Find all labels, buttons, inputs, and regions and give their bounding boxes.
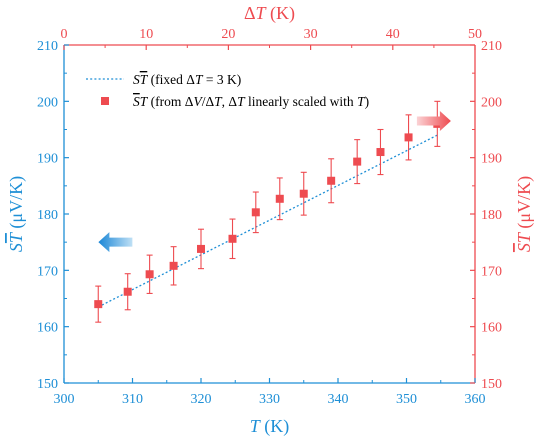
x-bottom-tick-label: 360: [465, 392, 486, 407]
x-bottom-tick-label: 300: [54, 392, 75, 407]
axis-labels: T (K) ΔT (K) ST (μV/K) ST (μV/K): [6, 3, 535, 437]
y-left-tick-label: 190: [37, 152, 58, 167]
y-right-tick-label: 210: [481, 39, 502, 54]
legend: ST (fixed ΔT = 3 K) ST (from ΔV/ΔT, ΔT li…: [86, 72, 369, 109]
data-point: [123, 287, 132, 296]
data-point: [169, 261, 178, 270]
data-point: [228, 234, 237, 243]
x-top-tick-label: 10: [139, 27, 153, 42]
y-right-tick-label: 150: [481, 377, 502, 392]
y-right-tick-label: 190: [481, 152, 502, 167]
x-top-tick-label: 40: [386, 27, 400, 42]
data-point: [145, 270, 154, 279]
x-top-tick-label: 50: [468, 27, 482, 42]
data-point: [251, 208, 260, 217]
y-right-tick-label: 170: [481, 264, 502, 279]
data-point: [94, 300, 103, 309]
y-right-tick-label: 200: [481, 95, 502, 110]
red-arrow-right-icon: [416, 111, 451, 132]
arrow-shape: [416, 111, 451, 132]
y-left-tick-label: 150: [37, 377, 58, 392]
data-point: [197, 244, 205, 253]
x-bottom-tick-label: 340: [328, 392, 349, 407]
x-top-tick-label: 20: [221, 27, 235, 42]
plot-area: [94, 100, 451, 323]
y-right-axis-label: ST (μV/K): [514, 176, 535, 252]
y-left-tick-label: 180: [37, 208, 58, 223]
legend-marker-label: ST (from ΔV/ΔT, ΔT linearly scaled with …: [133, 94, 369, 109]
data-point: [327, 176, 336, 185]
data-point: [353, 157, 362, 166]
y-left-axis-label: ST (μV/K): [6, 176, 27, 252]
axes: 300 310 320 330 340 350 360 0 10 20 30 40 50 150 150 16…: [37, 27, 502, 407]
data-point: [275, 194, 284, 203]
x-bottom-tick-label: 330: [259, 392, 280, 407]
arrow-shape: [98, 232, 133, 253]
legend-marker-swatch: [101, 97, 109, 105]
x-bottom-tick-label: 310: [122, 392, 143, 407]
blue-arrow-left-icon: [98, 232, 133, 253]
y-left-tick-label: 210: [37, 39, 58, 54]
y-right-tick-label: 180: [481, 208, 502, 223]
x-bottom-tick-label: 350: [396, 392, 417, 407]
data-point: [299, 189, 308, 198]
data-point: [376, 148, 385, 157]
y-right-tick-label: 160: [481, 321, 502, 336]
x-bottom-tick-label: 320: [191, 392, 212, 407]
x-top-axis-label: ΔT (K): [244, 3, 295, 24]
x-top-tick-label: 30: [304, 27, 318, 42]
x-bottom-axis-label: T (K): [250, 416, 290, 437]
data-point: [404, 133, 413, 142]
y-left-tick-label: 160: [37, 321, 58, 336]
x-top-tick-label: 0: [61, 27, 68, 42]
y-left-tick-label: 170: [37, 264, 58, 279]
legend-line-label: ST (fixed ΔT = 3 K): [133, 72, 241, 87]
y-left-tick-label: 200: [37, 95, 58, 110]
